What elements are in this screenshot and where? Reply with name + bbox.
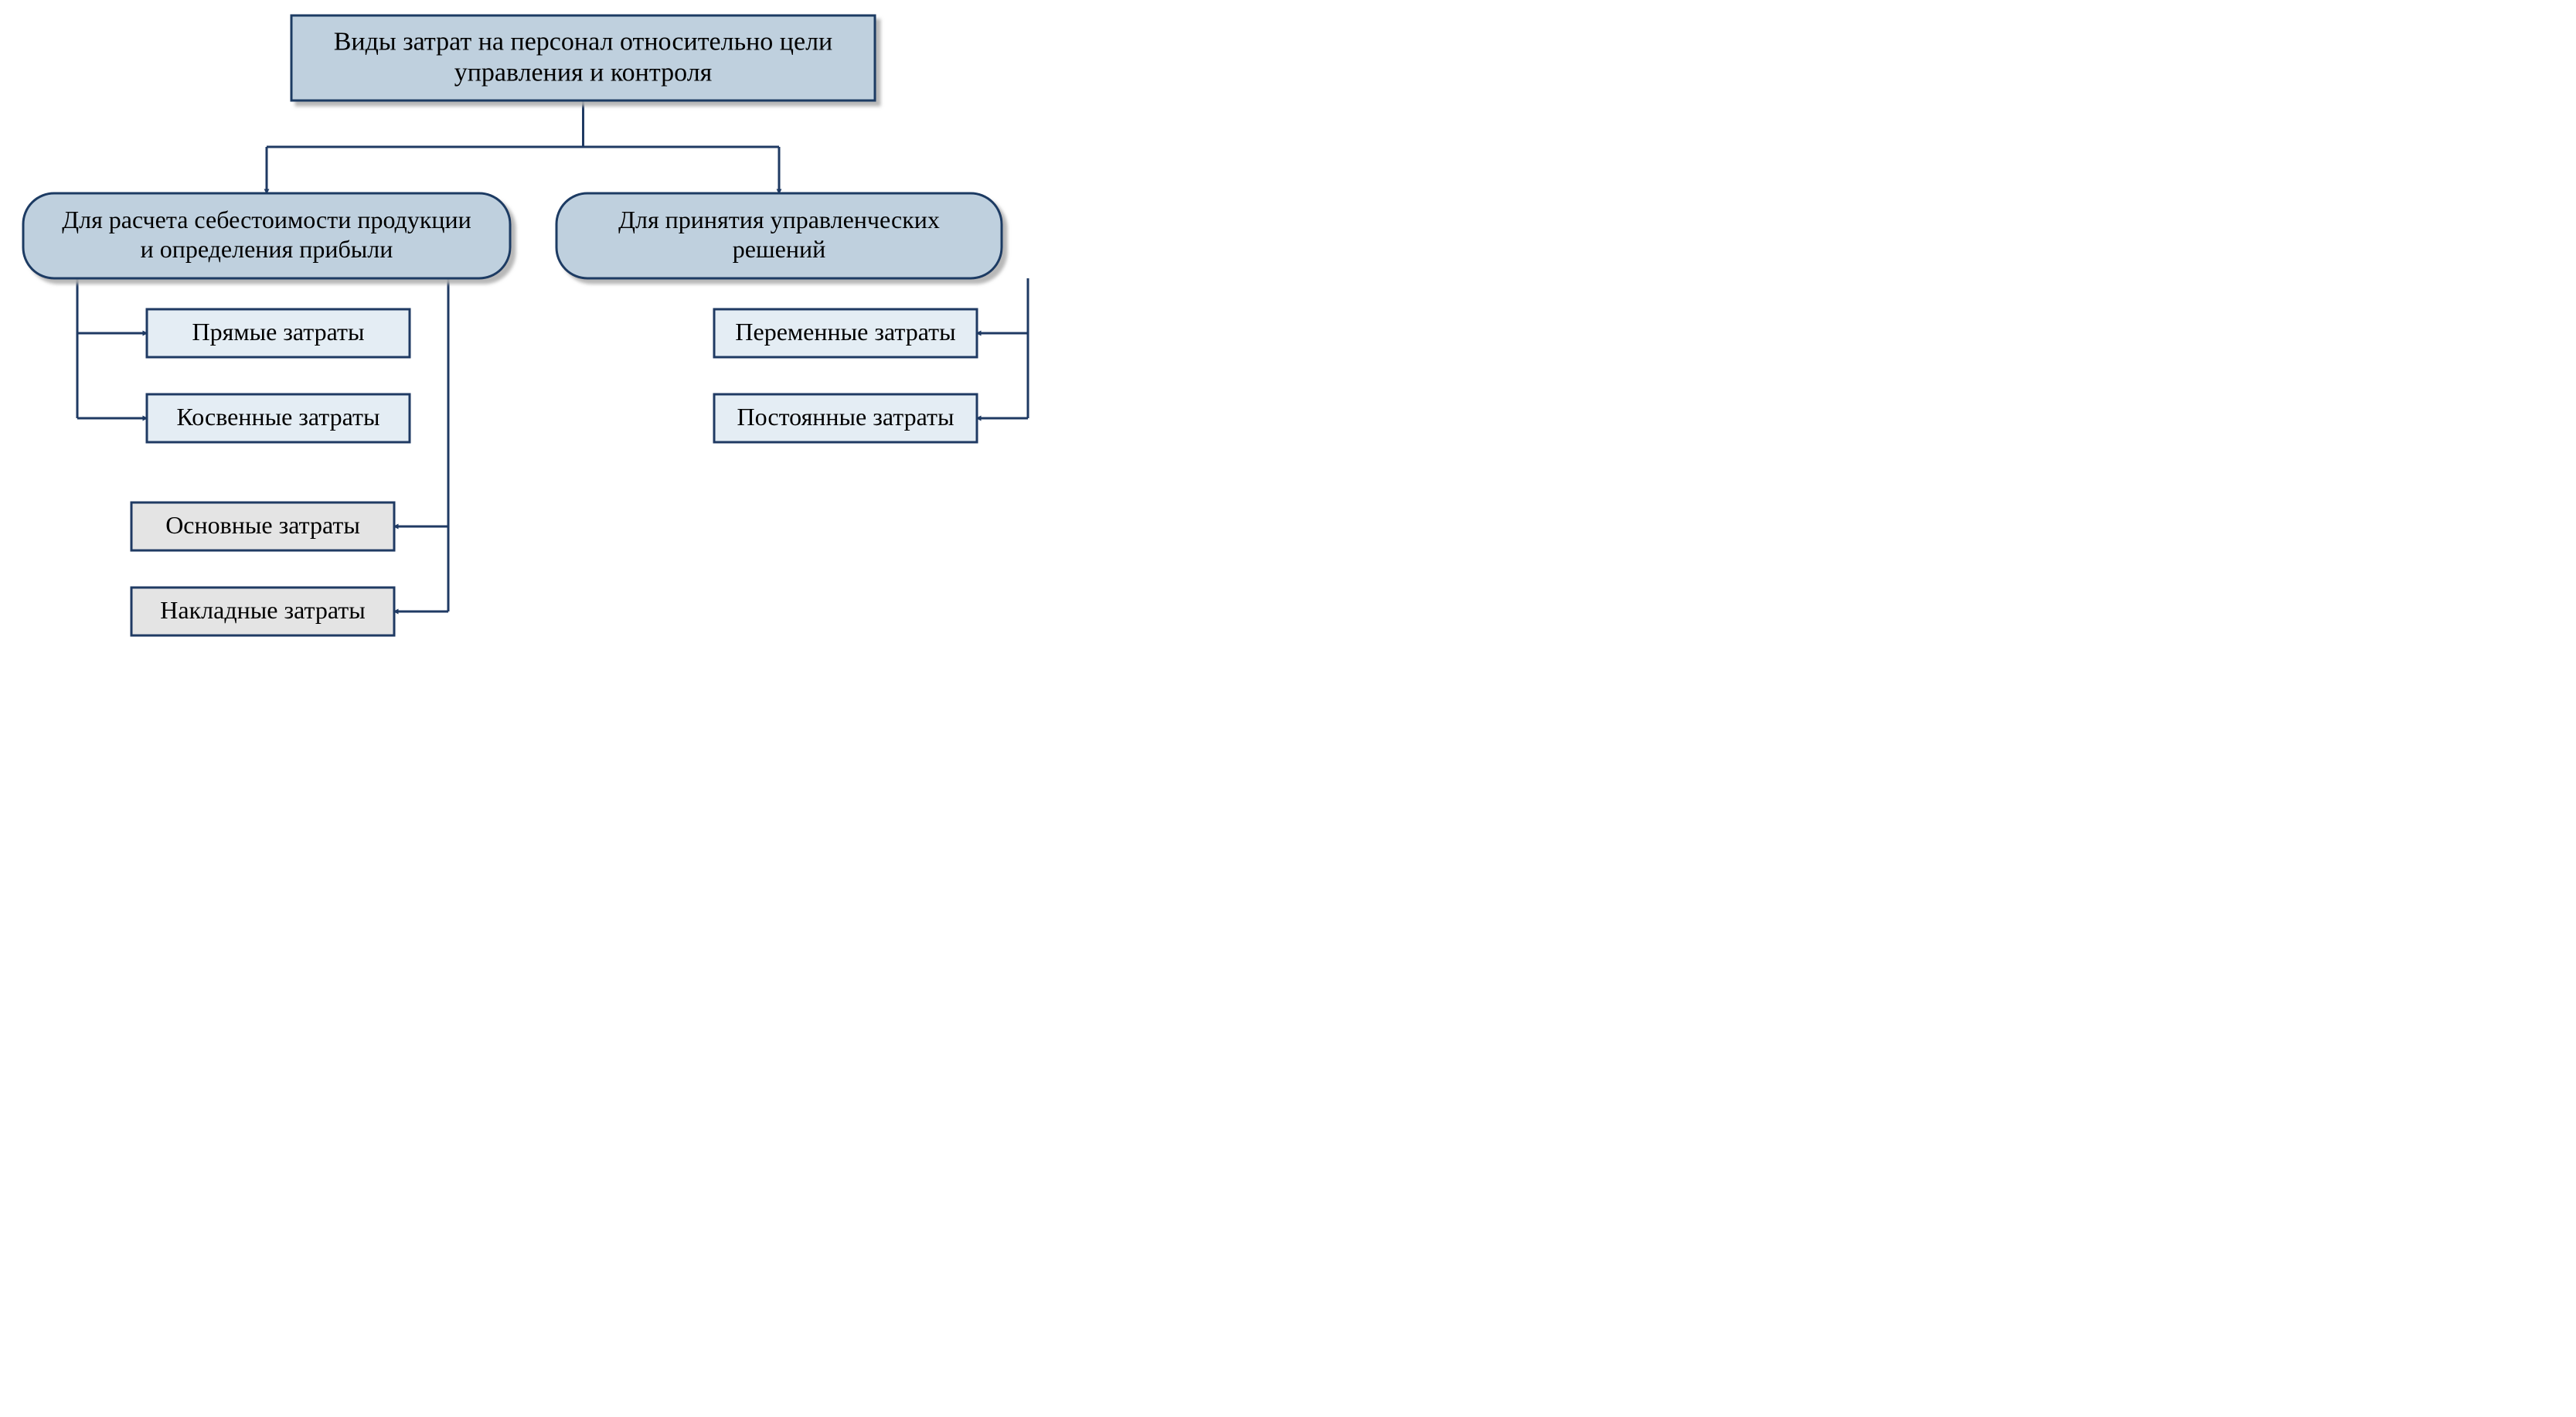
- node-branch_right-line0: Для принятия управленческих: [618, 206, 940, 233]
- node-leaf_r2-line0: Постоянные затраты: [737, 403, 955, 431]
- node-leaf_l4-line0: Накладные затраты: [160, 596, 365, 624]
- node-leaf_l1-line0: Прямые затраты: [192, 318, 364, 346]
- node-branch_left-line1: и определения прибыли: [141, 235, 393, 263]
- node-root: Виды затрат на персонал относительно цел…: [291, 15, 875, 100]
- node-leaf_l2-line0: Косвенные затраты: [176, 403, 379, 431]
- node-branch_left-line0: Для расчета себестоимости продукции: [62, 206, 471, 233]
- node-branch_right-line1: решений: [733, 235, 825, 263]
- node-leaf_r2: Постоянные затраты: [714, 394, 977, 442]
- node-branch_right: Для принятия управленческихрешений: [556, 193, 1002, 278]
- node-leaf_r1: Переменные затраты: [714, 309, 977, 357]
- node-leaf_l3-line0: Основные затраты: [165, 511, 360, 539]
- node-branch_left: Для расчета себестоимости продукциии опр…: [23, 193, 510, 278]
- node-root-line0: Виды затрат на персонал относительно цел…: [334, 27, 833, 56]
- node-leaf_l2: Косвенные затраты: [147, 394, 410, 442]
- node-leaf_l1: Прямые затраты: [147, 309, 410, 357]
- node-root-line1: управления и контроля: [454, 59, 713, 87]
- node-leaf_r1-line0: Переменные затраты: [735, 318, 955, 346]
- node-leaf_l3: Основные затраты: [131, 502, 394, 550]
- node-leaf_l4: Накладные затраты: [131, 588, 394, 635]
- diagram-canvas: Виды затрат на персонал относительно цел…: [0, 0, 1206, 663]
